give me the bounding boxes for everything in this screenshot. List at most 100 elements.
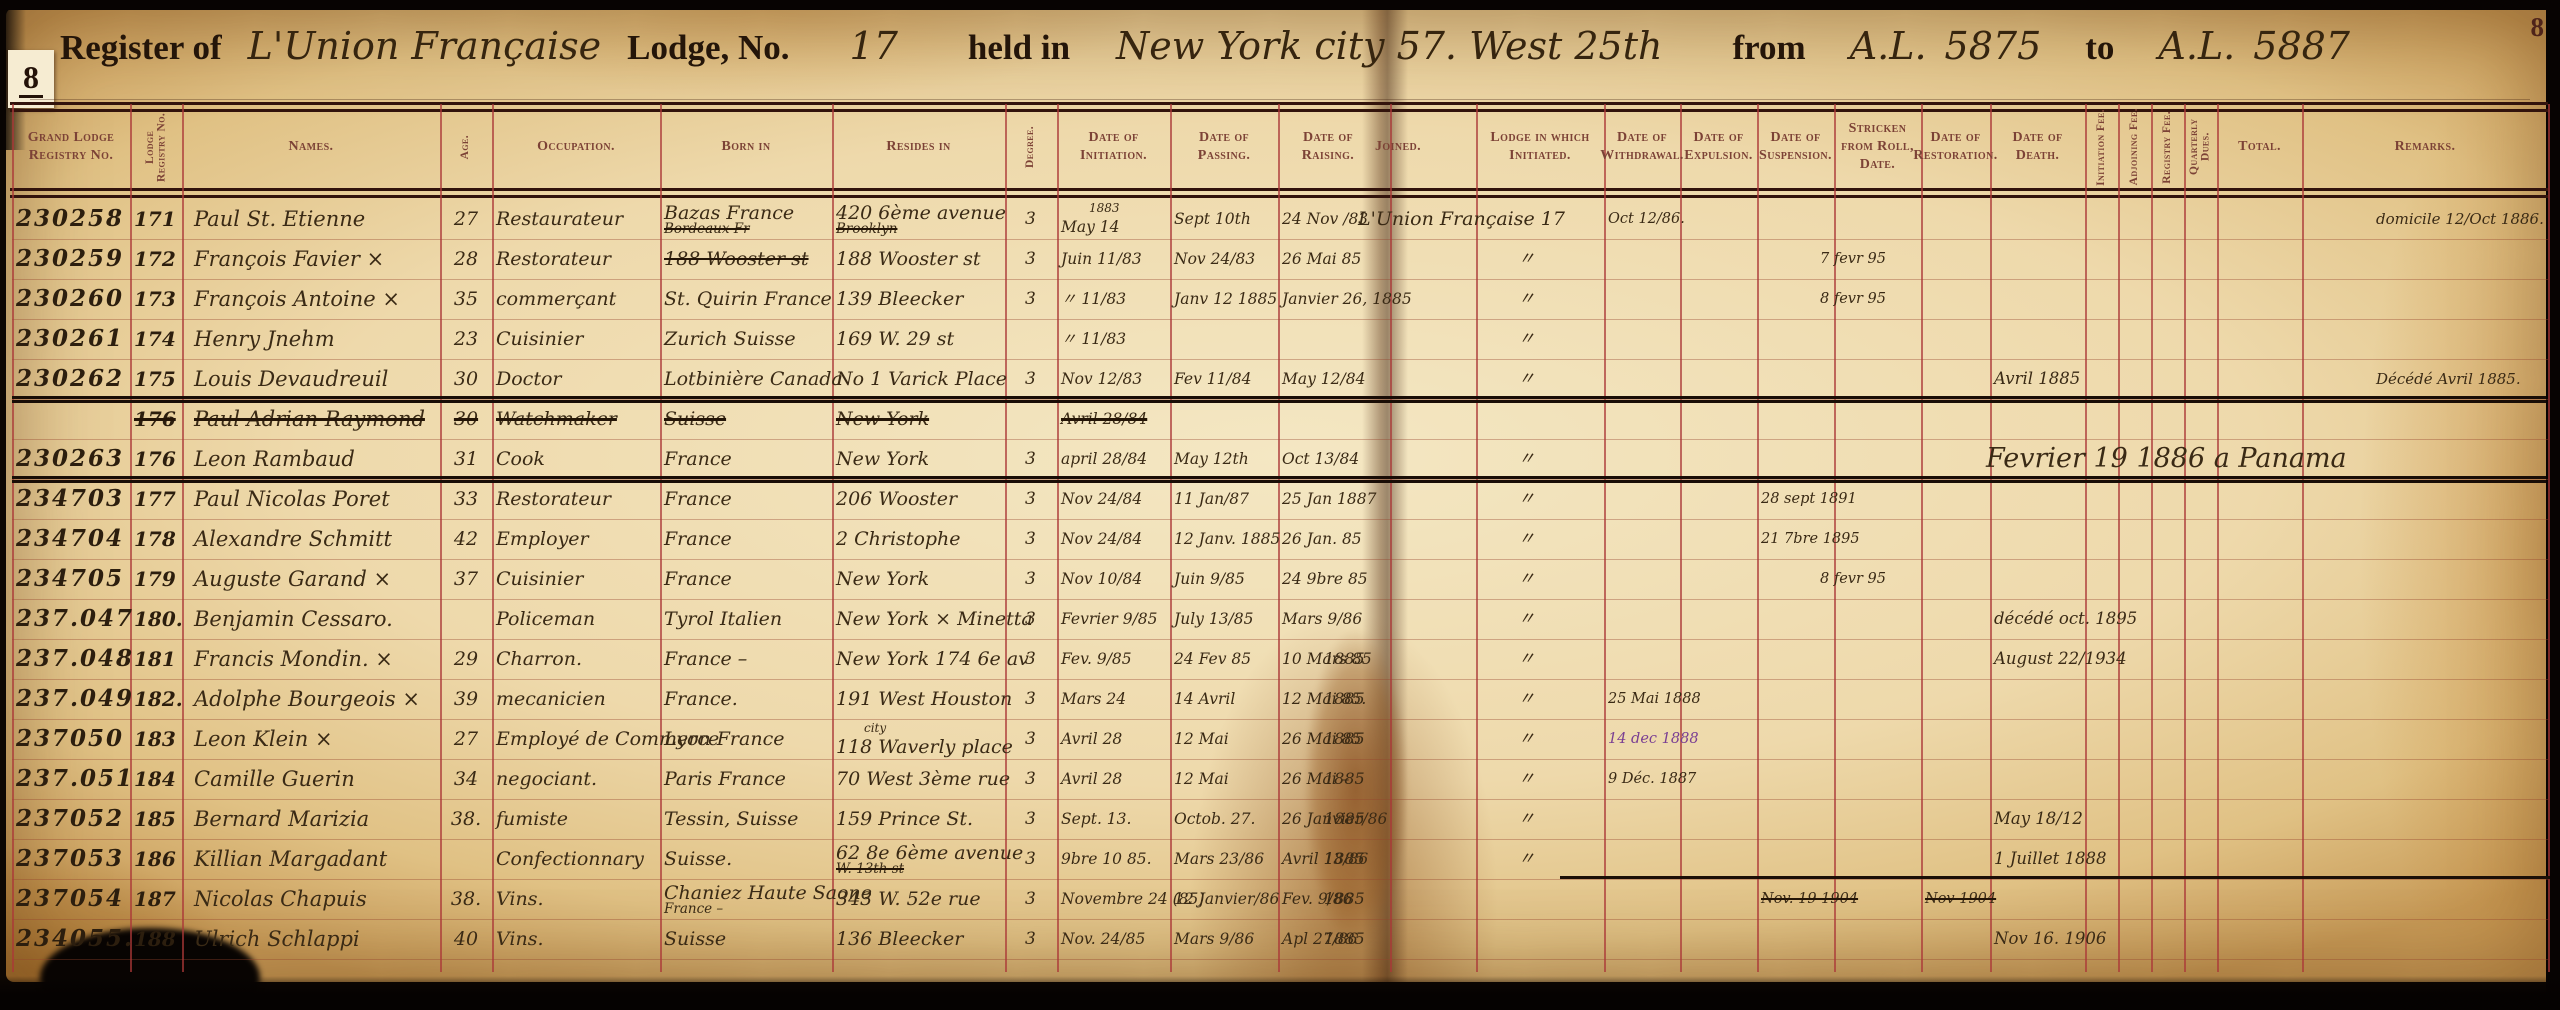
cell-age: 38. (440, 800, 492, 840)
cell-withdrawal: 25 Mai 1888 (1604, 680, 1701, 720)
cell-value: 188 Wooster st (836, 248, 981, 270)
cell-expulsion (1680, 480, 1757, 520)
column-rule (2085, 104, 2087, 972)
cell-no: 171 (130, 200, 182, 240)
cell-value: Apl 27/86 (1282, 930, 1358, 948)
column-rule (660, 104, 662, 972)
cell-restoration: Nov 1904 (1921, 880, 1996, 920)
cell-value: 188 (134, 927, 176, 951)
cell-total (2217, 720, 2302, 760)
cell-stricken (1834, 440, 1921, 480)
cell-value: 9 Déc. 1887 (1608, 771, 1697, 787)
cell-remarks (2302, 480, 2548, 520)
cell-death: May 18/12 (1990, 800, 2085, 840)
cell-no: 172 (130, 240, 182, 280)
cell-expulsion (1680, 400, 1757, 440)
cell-value: april 28/84 (1061, 450, 1148, 468)
cell-restoration (1921, 360, 1990, 400)
cell-lodge (1476, 400, 1604, 440)
cell-gl: 230263 (12, 440, 130, 480)
cell-value: 230259 (16, 245, 125, 272)
cell-passing: Janv 12 1885 (1170, 280, 1278, 320)
cell-expulsion (1680, 800, 1757, 840)
column-rule (1604, 104, 1606, 972)
cell-name: François Antoine × (182, 280, 440, 320)
cell-value: Nov 12/83 (1061, 370, 1143, 388)
cell-init: Fevrier 9/85 (1057, 600, 1170, 640)
cell-raising: 26 Mai 85 (1278, 720, 1378, 760)
cell-fee2 (2118, 560, 2151, 600)
cell-occupation: fumiste (492, 800, 660, 840)
cell-init: Nov 24/84 (1057, 480, 1170, 520)
cell-expulsion (1680, 640, 1757, 680)
column-header: Quarterly Dues. (2188, 118, 2212, 176)
cell-stricken (1834, 760, 1921, 800)
cell-death (1990, 240, 2085, 280)
cell-suspension (1757, 400, 1834, 440)
cell-value: 9bre 10 85. (1061, 850, 1152, 868)
cell-value: 35 (453, 288, 479, 310)
column-rule (2548, 104, 2550, 972)
cell-value: Nov 1904 (1925, 891, 1997, 907)
cell-total (2217, 800, 2302, 840)
cell-lodge: 〃 (1476, 640, 1604, 680)
cell-occupation: Restorateur (492, 240, 660, 280)
cell-born: Tessin, Suisse (660, 800, 832, 840)
cell-remarks (2302, 640, 2548, 680)
cell-value: 237.048 (16, 645, 135, 672)
cell-born: 188 Wooster st (660, 240, 832, 280)
cell-joined: 1885 (1320, 920, 1476, 960)
column-rule (1990, 104, 1992, 972)
cell-fee1 (2085, 800, 2118, 840)
cell-fee4 (2184, 200, 2217, 240)
column-header: Registry Fee. (2160, 110, 2173, 184)
cell-occupation: Employer (492, 520, 660, 560)
cell-fee1 (2085, 280, 2118, 320)
cell-death (1990, 760, 2085, 800)
left-page-table: 230258 171 Paul St. Etienne 27 Restaurateur B… (12, 200, 1412, 960)
cell-joined (1320, 320, 1476, 360)
cell-passing: Mars 23/86 (1170, 840, 1278, 880)
cell-lodge: 〃 (1476, 520, 1604, 560)
cell-value: Benjamin Cessaro. (194, 607, 393, 631)
cell-gl: 234705 (12, 560, 130, 600)
cell-restoration (1921, 400, 1990, 440)
cell-degree: 3 (1005, 880, 1057, 920)
cell-value: 26 Janvier/86 (1282, 810, 1388, 828)
cell-value: 12 Janv. 1885 (1174, 530, 1281, 548)
cell-value: Avril 28/84 (1061, 410, 1148, 428)
cell-subvalue: Brooklyn (836, 221, 898, 237)
header-rule (10, 102, 2548, 105)
cell-fee3 (2151, 800, 2184, 840)
cell-value: 12 Janvier/86 (1174, 890, 1280, 908)
title-location: New York city 57. West 25th (1116, 24, 1663, 68)
cell-init: Nov. 24/85 (1057, 920, 1170, 960)
column-header: Date of Initiation. (1079, 129, 1148, 163)
cell-restoration (1921, 920, 1990, 960)
cell-total (2217, 200, 2302, 240)
cell-gl: 230258 (12, 200, 130, 240)
cell-value: Paris France (664, 768, 786, 790)
cell-value: Cook (496, 448, 545, 470)
cell-no: 175 (130, 360, 182, 400)
cell-value: fumiste (496, 808, 568, 830)
cell-value: 1885 (1324, 889, 1365, 908)
cell-remarks (2302, 680, 2548, 720)
cell-value: décédé oct. 1895 (1994, 609, 2138, 628)
cell-gl: 230262 (12, 360, 130, 400)
column-rule (1680, 104, 1682, 972)
cell-value: Tessin, Suisse (664, 808, 799, 830)
cell-value: 3 (1025, 769, 1036, 789)
cell-stricken (1834, 640, 1921, 680)
cell-value: Watchmaker (496, 408, 617, 430)
cell-joined (1320, 520, 1476, 560)
right-page-header: Joined. Lodge in which Initiated. Date of … (1320, 106, 2548, 188)
cell-born: France (660, 480, 832, 520)
cell-fee4 (2184, 520, 2217, 560)
cell-value: 181 (134, 647, 176, 671)
cell-fee2 (2118, 360, 2151, 400)
cell-fee3 (2151, 760, 2184, 800)
cell-fee1 (2085, 920, 2118, 960)
cell-occupation: negociant. (492, 760, 660, 800)
cell-value: Henry Jnehm (194, 327, 335, 351)
